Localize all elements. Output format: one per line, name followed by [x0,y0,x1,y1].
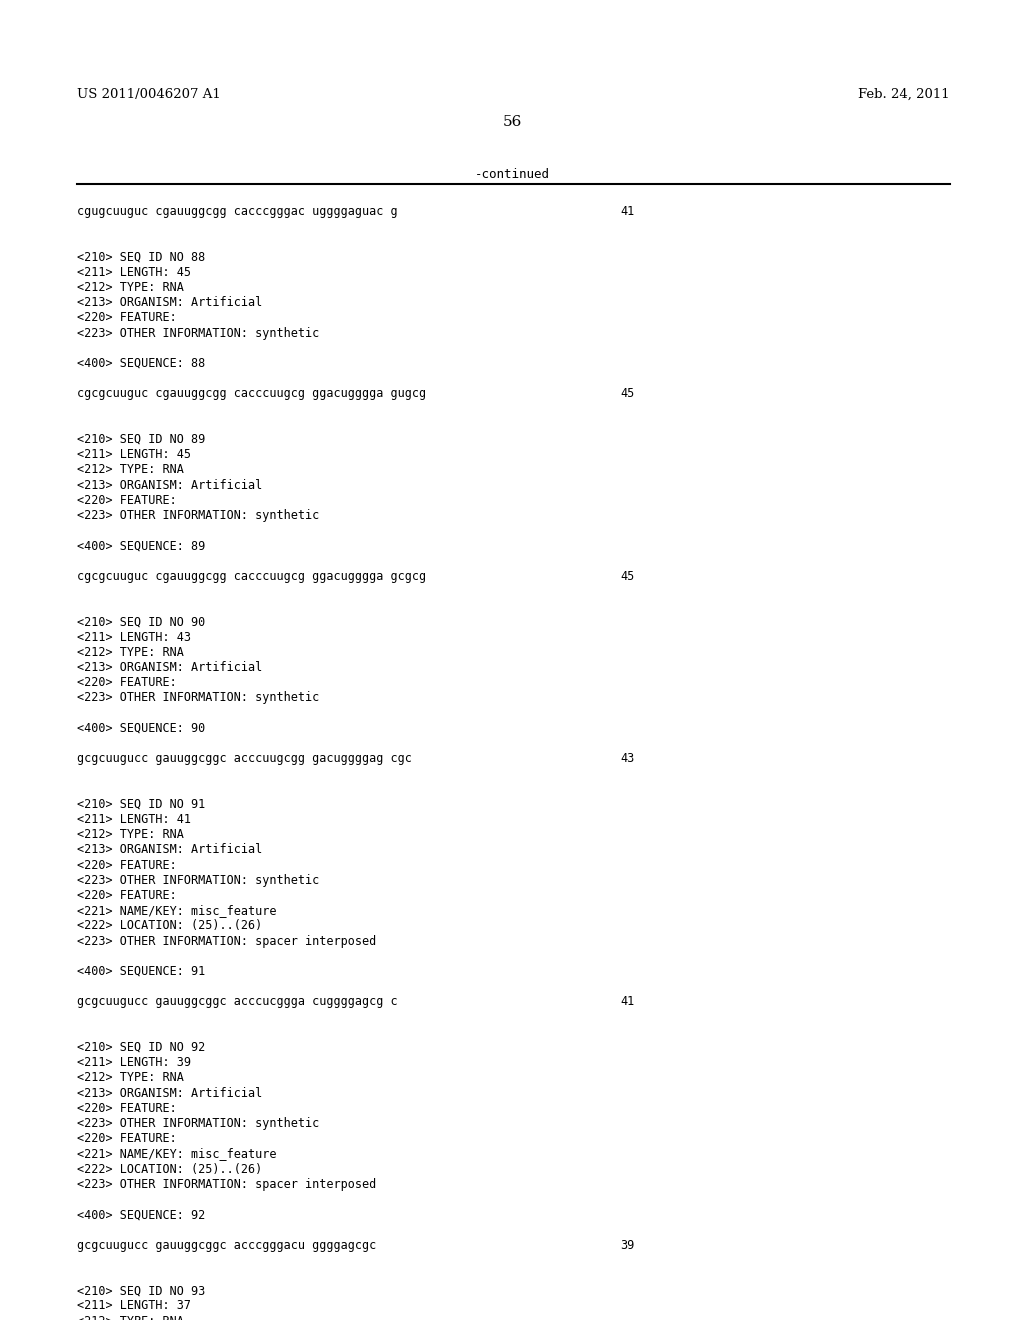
Text: <212> TYPE: RNA: <212> TYPE: RNA [77,463,184,477]
Text: <210> SEQ ID NO 93: <210> SEQ ID NO 93 [77,1284,205,1298]
Text: <220> FEATURE:: <220> FEATURE: [77,312,177,325]
Text: <211> LENGTH: 39: <211> LENGTH: 39 [77,1056,191,1069]
Text: <223> OTHER INFORMATION: synthetic: <223> OTHER INFORMATION: synthetic [77,510,319,521]
Text: cgugcuuguc cgauuggcgg cacccgggac uggggaguac g: cgugcuuguc cgauuggcgg cacccgggac uggggag… [77,205,397,218]
Text: <220> FEATURE:: <220> FEATURE: [77,494,177,507]
Text: <213> ORGANISM: Artificial: <213> ORGANISM: Artificial [77,843,262,857]
Text: 41: 41 [620,205,634,218]
Text: gcgcuugucc gauuggcggc acccuugcgg gacuggggag cgc: gcgcuugucc gauuggcggc acccuugcgg gacuggg… [77,752,412,766]
Text: <213> ORGANISM: Artificial: <213> ORGANISM: Artificial [77,479,262,491]
Text: <212> TYPE: RNA: <212> TYPE: RNA [77,1315,184,1320]
Text: <223> OTHER INFORMATION: synthetic: <223> OTHER INFORMATION: synthetic [77,1117,319,1130]
Text: cgcgcuuguc cgauuggcgg cacccuugcg ggacugggga gcgcg: cgcgcuuguc cgauuggcgg cacccuugcg ggacugg… [77,570,426,583]
Text: 45: 45 [620,387,634,400]
Text: <210> SEQ ID NO 88: <210> SEQ ID NO 88 [77,251,205,264]
Text: <213> ORGANISM: Artificial: <213> ORGANISM: Artificial [77,1086,262,1100]
Text: <222> LOCATION: (25)..(26): <222> LOCATION: (25)..(26) [77,920,262,932]
Text: <220> FEATURE:: <220> FEATURE: [77,858,177,871]
Text: <210> SEQ ID NO 91: <210> SEQ ID NO 91 [77,797,205,810]
Text: 39: 39 [620,1238,634,1251]
Text: <212> TYPE: RNA: <212> TYPE: RNA [77,828,184,841]
Text: <220> FEATURE:: <220> FEATURE: [77,888,177,902]
Text: <211> LENGTH: 45: <211> LENGTH: 45 [77,265,191,279]
Text: <223> OTHER INFORMATION: synthetic: <223> OTHER INFORMATION: synthetic [77,326,319,339]
Text: <210> SEQ ID NO 92: <210> SEQ ID NO 92 [77,1041,205,1053]
Text: <213> ORGANISM: Artificial: <213> ORGANISM: Artificial [77,661,262,675]
Text: <211> LENGTH: 45: <211> LENGTH: 45 [77,449,191,461]
Text: 43: 43 [620,752,634,766]
Text: gcgcuugucc gauuggcggc acccucggga cuggggagcg c: gcgcuugucc gauuggcggc acccucggga cugggga… [77,995,397,1008]
Text: 45: 45 [620,570,634,583]
Text: <223> OTHER INFORMATION: spacer interposed: <223> OTHER INFORMATION: spacer interpos… [77,935,376,948]
Text: <400> SEQUENCE: 91: <400> SEQUENCE: 91 [77,965,205,978]
Text: <220> FEATURE:: <220> FEATURE: [77,1133,177,1146]
Text: cgcgcuuguc cgauuggcgg cacccuugcg ggacugggga gugcg: cgcgcuuguc cgauuggcgg cacccuugcg ggacugg… [77,387,426,400]
Text: US 2011/0046207 A1: US 2011/0046207 A1 [77,88,221,102]
Text: 41: 41 [620,995,634,1008]
Text: <223> OTHER INFORMATION: spacer interposed: <223> OTHER INFORMATION: spacer interpos… [77,1177,376,1191]
Text: <210> SEQ ID NO 89: <210> SEQ ID NO 89 [77,433,205,446]
Text: <213> ORGANISM: Artificial: <213> ORGANISM: Artificial [77,296,262,309]
Text: <211> LENGTH: 41: <211> LENGTH: 41 [77,813,191,826]
Text: <400> SEQUENCE: 89: <400> SEQUENCE: 89 [77,540,205,552]
Text: <400> SEQUENCE: 88: <400> SEQUENCE: 88 [77,356,205,370]
Text: -continued: -continued [474,168,550,181]
Text: gcgcuugucc gauuggcggc acccgggacu ggggagcgc: gcgcuugucc gauuggcggc acccgggacu ggggagc… [77,1238,376,1251]
Text: <222> LOCATION: (25)..(26): <222> LOCATION: (25)..(26) [77,1163,262,1176]
Text: <220> FEATURE:: <220> FEATURE: [77,676,177,689]
Text: <212> TYPE: RNA: <212> TYPE: RNA [77,1072,184,1085]
Text: <220> FEATURE:: <220> FEATURE: [77,1102,177,1115]
Text: <211> LENGTH: 43: <211> LENGTH: 43 [77,631,191,644]
Text: <212> TYPE: RNA: <212> TYPE: RNA [77,645,184,659]
Text: Feb. 24, 2011: Feb. 24, 2011 [858,88,950,102]
Text: <223> OTHER INFORMATION: synthetic: <223> OTHER INFORMATION: synthetic [77,692,319,705]
Text: 56: 56 [503,115,521,129]
Text: <400> SEQUENCE: 90: <400> SEQUENCE: 90 [77,722,205,735]
Text: <212> TYPE: RNA: <212> TYPE: RNA [77,281,184,294]
Text: <223> OTHER INFORMATION: synthetic: <223> OTHER INFORMATION: synthetic [77,874,319,887]
Text: <221> NAME/KEY: misc_feature: <221> NAME/KEY: misc_feature [77,904,276,917]
Text: <210> SEQ ID NO 90: <210> SEQ ID NO 90 [77,615,205,628]
Text: <221> NAME/KEY: misc_feature: <221> NAME/KEY: misc_feature [77,1147,276,1160]
Text: <211> LENGTH: 37: <211> LENGTH: 37 [77,1299,191,1312]
Text: <400> SEQUENCE: 92: <400> SEQUENCE: 92 [77,1208,205,1221]
